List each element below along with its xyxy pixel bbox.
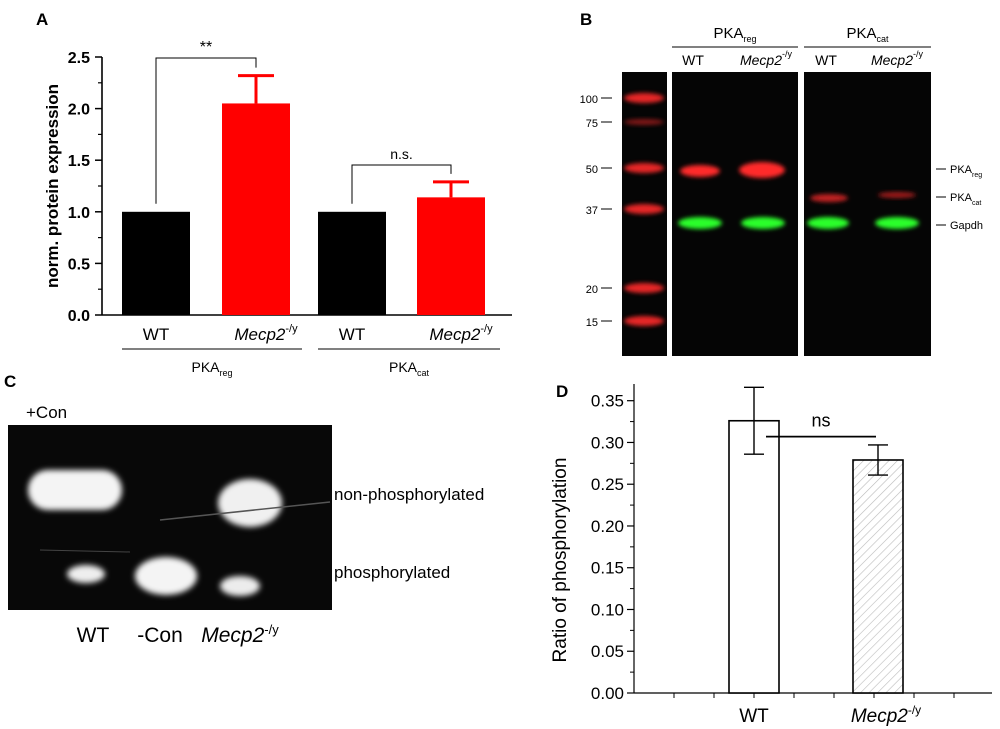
y-tick-label-d: 0.35 — [591, 392, 624, 411]
blot-b-group-header: PKAcat — [846, 25, 889, 44]
group-label-a: PKAcat — [389, 359, 430, 378]
band-gapdh — [807, 217, 849, 229]
ladder-band — [624, 204, 664, 214]
bar-a — [122, 211, 190, 315]
blot-b-band-label: PKAreg — [950, 164, 982, 179]
blot-b-marker-label: 37 — [586, 205, 598, 217]
band-pkareg-wt — [680, 165, 720, 177]
bar-a — [318, 211, 386, 315]
ladder-band — [624, 93, 664, 103]
ladder-band — [624, 283, 664, 293]
significance-bracket-a — [351, 164, 452, 204]
x-category-label-d: WT — [739, 706, 769, 727]
y-tick-label-d: 0.25 — [591, 475, 624, 494]
blot-c-control-label: +Con — [26, 403, 67, 422]
blot-b-marker-label: 20 — [586, 284, 598, 296]
bar-a — [417, 197, 485, 315]
band-gapdh — [875, 217, 919, 229]
ladder-band — [624, 316, 664, 326]
band-pkacat-mecp2 — [878, 192, 916, 198]
blot-b-lane-label: WT — [815, 52, 837, 68]
significance-label-d: ns — [811, 411, 830, 431]
y-tick-label-d: 0.15 — [591, 559, 624, 578]
spot-phos-con — [135, 557, 197, 595]
blot-b-marker-label: 100 — [580, 94, 598, 106]
blot-b-band-label: Gapdh — [950, 220, 983, 232]
x-category-label-a: WT — [339, 325, 365, 344]
ladder-band — [624, 119, 664, 125]
x-category-label-a: Mecp2-/y — [234, 323, 298, 344]
blot-c-lane-label: Mecp2-/y — [201, 622, 279, 647]
y-tick-label-a: 2.5 — [68, 50, 90, 67]
spot-phos-wt — [67, 565, 105, 583]
ladder-band — [624, 163, 664, 173]
y-axis-title-a: norm. protein expression — [43, 84, 62, 288]
blot-b-pkareg-lanes — [672, 72, 798, 356]
y-tick-label-d: 0.20 — [591, 517, 624, 536]
band-gapdh — [678, 217, 722, 229]
y-tick-label-d: 0.10 — [591, 600, 624, 619]
blot-b-lane-label: WT — [682, 52, 704, 68]
y-axis-title-d: Ratio of phosphorylation — [550, 458, 571, 663]
band-gapdh — [741, 217, 785, 229]
blot-c-gel-streak — [159, 501, 331, 521]
bar-d — [852, 459, 904, 694]
blot-b-lane-label: Mecp2-/y — [871, 49, 924, 68]
blot-b-marker-label: 50 — [586, 164, 598, 176]
panel-label-b: B — [580, 10, 593, 29]
blot-b-pkacat-lanes — [804, 72, 931, 356]
blot-b-group-header: PKAreg — [713, 25, 756, 44]
panel-label-a: A — [36, 10, 49, 29]
blot-b-band-label: PKAcat — [950, 192, 981, 207]
x-category-label-a: WT — [143, 325, 169, 344]
y-tick-label-a: 1.5 — [68, 153, 90, 170]
blot-b-marker-label: 15 — [586, 317, 598, 329]
y-tick-label-d: 0.00 — [591, 684, 624, 703]
blot-c-lane-label: -Con — [137, 624, 183, 647]
y-tick-label-a: 0.5 — [68, 256, 90, 273]
band-pkacat-wt — [810, 194, 848, 202]
blot-b-marker-label: 75 — [586, 118, 598, 130]
y-tick-label-d: 0.30 — [591, 433, 624, 452]
bar-d — [728, 419, 780, 694]
significance-label-a: ** — [200, 39, 212, 56]
y-tick-label-a: 2.0 — [68, 102, 90, 119]
significance-bracket-a — [155, 57, 257, 204]
x-category-label-d: Mecp2-/y — [851, 703, 921, 727]
group-label-a: PKAreg — [191, 359, 232, 378]
blot-c-lane-label: WT — [77, 624, 110, 647]
blot-b-lane-label: Mecp2-/y — [740, 49, 793, 68]
y-tick-label-a: 1.0 — [68, 205, 90, 222]
spot-phos-mecp2 — [220, 576, 260, 596]
spot-nonphos-wt — [28, 470, 122, 510]
blot-c-row-label: non-phosphorylated — [334, 485, 484, 504]
blot-c-faint-line — [39, 549, 131, 553]
y-tick-label-a: 0.0 — [68, 308, 90, 325]
panel-label-d: D — [556, 382, 569, 401]
band-pkareg-mecp2 — [739, 162, 785, 178]
panel-label-c: C — [4, 372, 17, 391]
y-tick-label-d: 0.05 — [591, 642, 624, 661]
x-category-label-a: Mecp2-/y — [429, 323, 493, 344]
bar-a — [222, 103, 290, 315]
spot-nonphos-mecp2 — [218, 479, 282, 527]
blot-c-row-label: phosphorylated — [334, 563, 450, 582]
significance-label-a: n.s. — [390, 146, 413, 162]
